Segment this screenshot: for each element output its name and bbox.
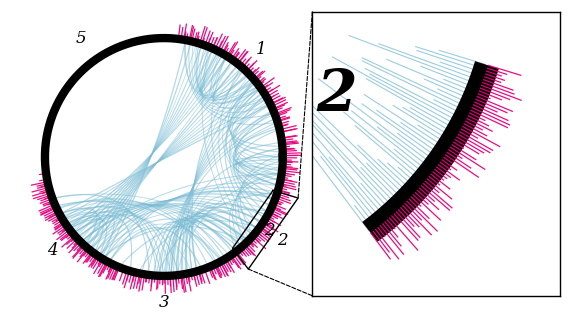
Text: 1: 1 — [256, 41, 266, 58]
Text: 5: 5 — [75, 30, 86, 47]
Text: 2: 2 — [278, 232, 288, 249]
Text: 3: 3 — [158, 294, 169, 311]
Text: 2: 2 — [264, 222, 274, 239]
Text: 4: 4 — [47, 242, 58, 259]
Text: 2: 2 — [316, 67, 357, 123]
